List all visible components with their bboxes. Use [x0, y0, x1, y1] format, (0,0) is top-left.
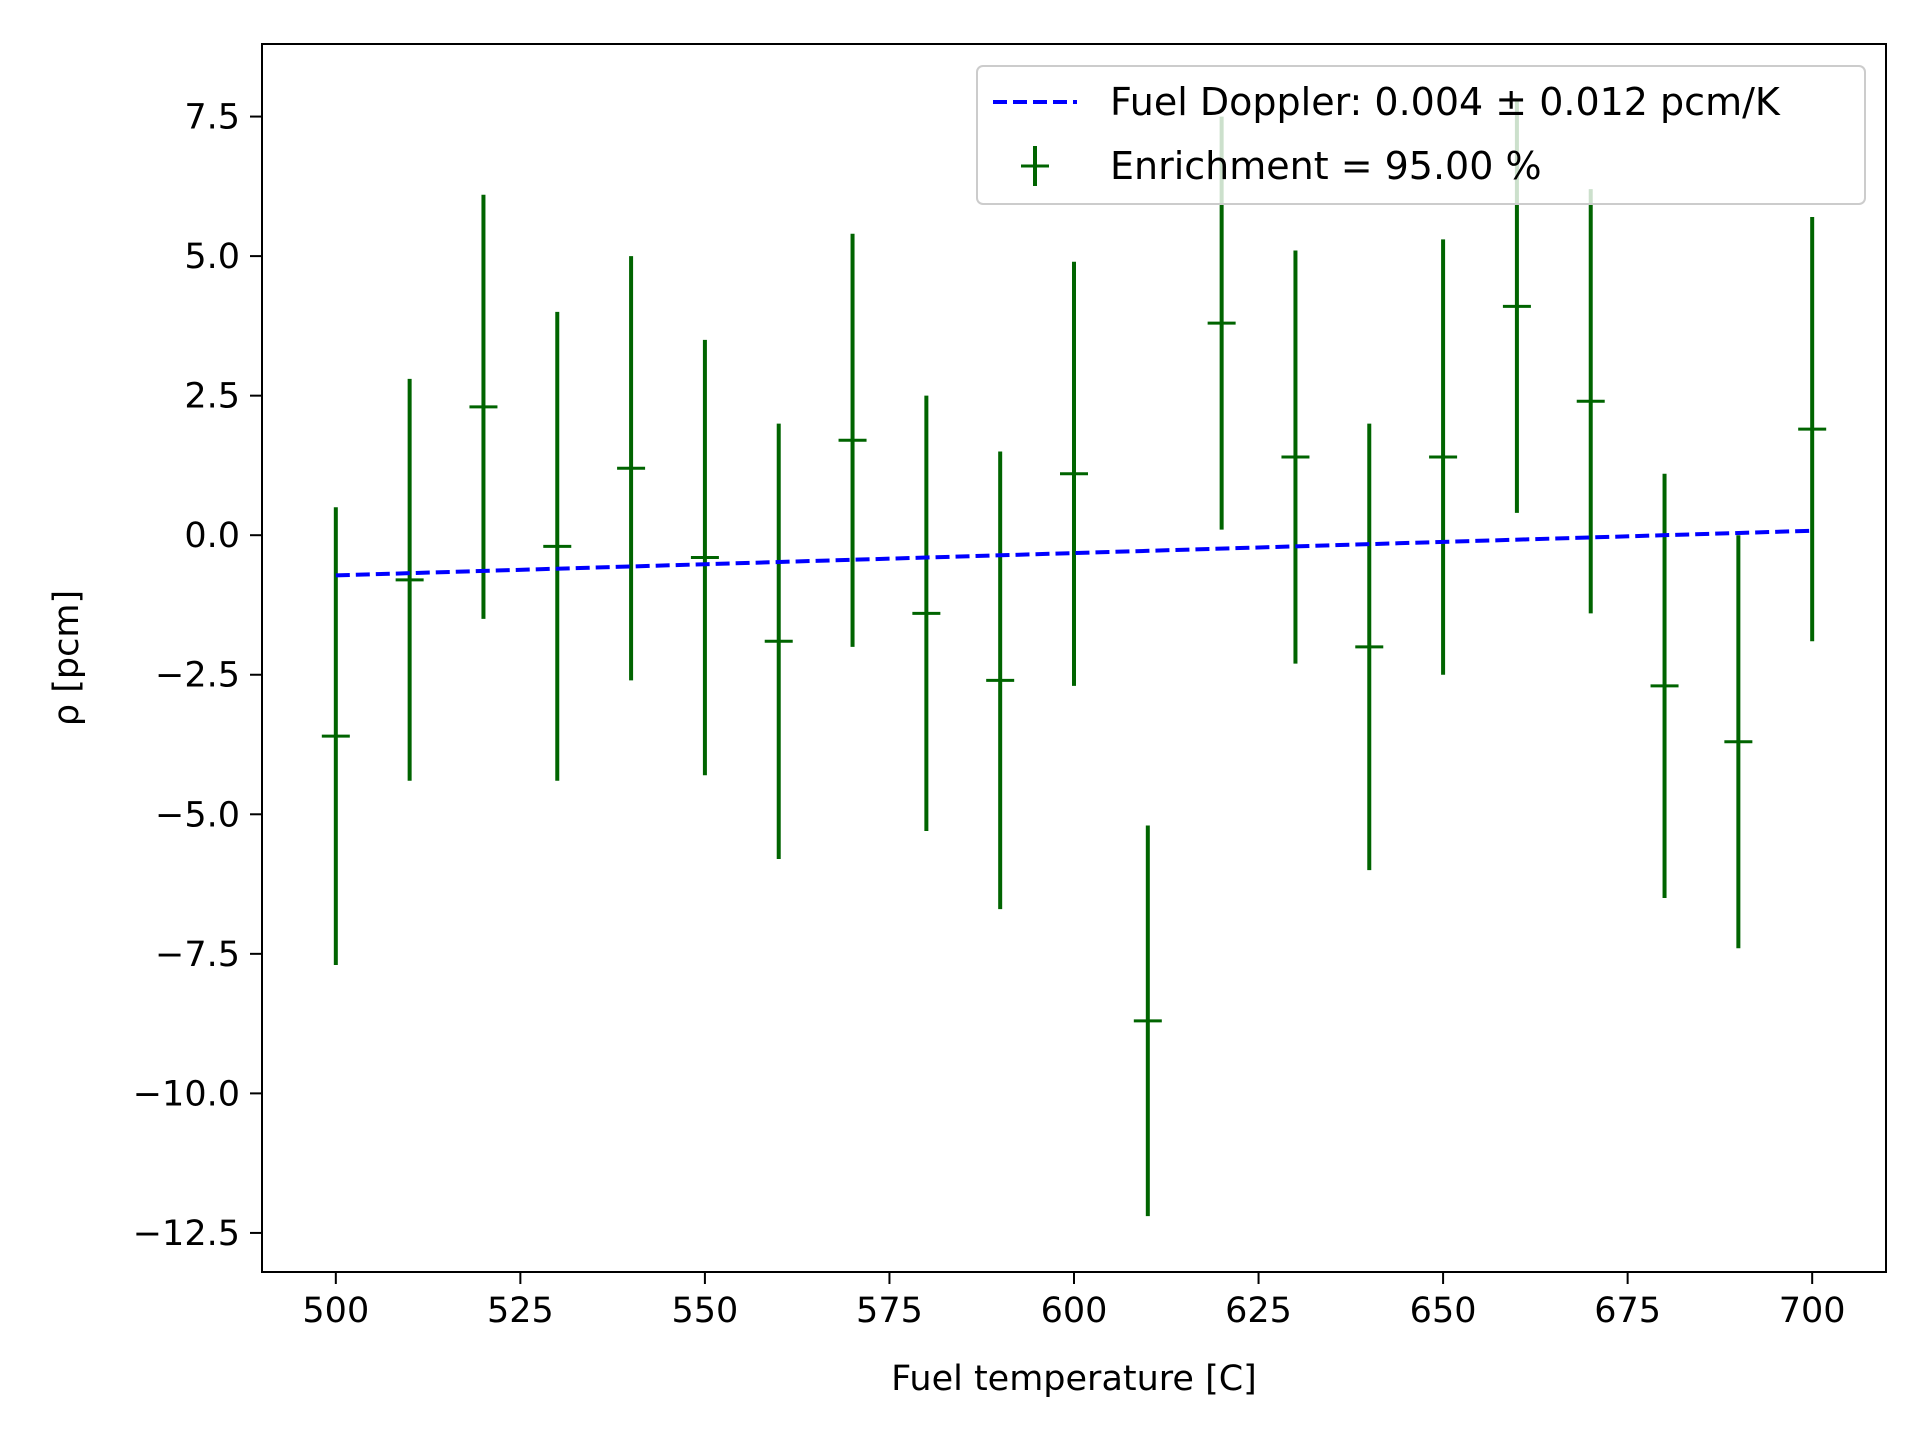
x-tick-label: 650: [1410, 1291, 1477, 1331]
legend-label-enrichment: Enrichment = 95.00 %: [1110, 144, 1542, 188]
plot-area: [321, 99, 1827, 1217]
y-tick-label: 0.0: [184, 516, 240, 556]
x-tick-label: 675: [1594, 1291, 1661, 1331]
legend-label-fuel-doppler: Fuel Doppler: 0.004 ± 0.012 pcm/K: [1110, 80, 1781, 124]
y-axis-label: ρ [pcm]: [47, 590, 87, 726]
y-tick-label: −2.5: [155, 656, 240, 696]
x-axis: 500 525 550 575 600 625 650 675 700: [302, 1272, 1846, 1331]
y-tick-label: −12.5: [133, 1214, 240, 1254]
x-tick-label: 625: [1225, 1291, 1292, 1331]
y-axis: 7.5 5.0 2.5 0.0 −2.5 −5.0 −7.5 −10.0 −12.5: [133, 98, 262, 1254]
y-tick-label: −10.0: [133, 1074, 240, 1114]
x-tick-label: 600: [1041, 1291, 1108, 1331]
x-tick-label: 700: [1779, 1291, 1846, 1331]
y-tick-label: 7.5: [184, 98, 240, 138]
x-tick-label: 575: [856, 1291, 923, 1331]
fit-line: [335, 528, 1813, 578]
x-tick-label: 550: [672, 1291, 739, 1331]
y-tick-label: 2.5: [184, 377, 240, 417]
y-tick-label: 5.0: [184, 237, 240, 277]
x-axis-label: Fuel temperature [C]: [891, 1359, 1257, 1399]
legend-errorbar-swatch: [1021, 146, 1049, 186]
legend-box: [976, 65, 1866, 205]
x-tick-label: 525: [487, 1291, 554, 1331]
x-tick-label: 500: [302, 1291, 369, 1331]
legend: Fuel Doppler: 0.004 ± 0.012 pcm/K Enrich…: [976, 65, 1866, 205]
y-tick-label: −5.0: [155, 795, 240, 835]
y-tick-label: −7.5: [155, 935, 240, 975]
